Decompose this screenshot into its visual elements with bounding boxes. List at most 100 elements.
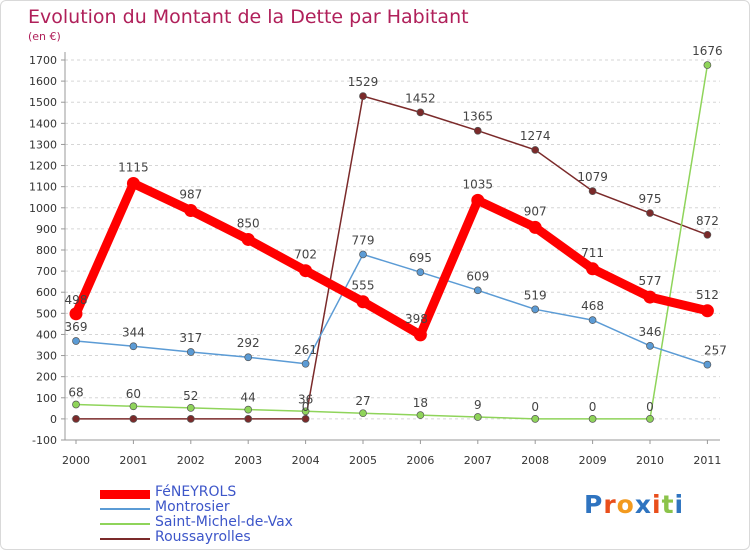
data-point [126,177,140,190]
data-point [129,402,138,411]
data-label: 1529 [348,75,379,89]
data-label: 512 [696,288,719,302]
data-label: 695 [409,251,432,265]
data-point [416,268,425,277]
data-label: 1365 [463,110,494,124]
data-label: 555 [352,279,375,293]
data-point [703,230,712,239]
x-tick-label: 2002 [177,454,205,467]
data-point [646,209,654,217]
data-point [416,108,425,117]
x-tick-label: 2007 [464,454,492,467]
series-line-saint-michel-de-vax [75,64,709,420]
data-point [473,413,482,421]
data-label: 257 [704,344,727,358]
data-point [356,295,370,309]
data-point [241,232,255,246]
data-point [473,286,482,295]
data-point [301,407,310,416]
data-label: 0 [302,400,310,414]
data-point [646,415,654,423]
data-label: 9 [474,398,482,412]
data-point [471,193,485,207]
data-point [359,409,367,418]
chart-subtitle: (en €) [28,30,61,43]
x-tick-label: 2000 [62,454,90,467]
data-point [703,61,712,69]
data-point [588,316,597,324]
y-tick-label: 300 [36,350,57,363]
data-label: 1274 [520,129,551,143]
data-label: 398 [405,312,428,326]
legend-swatch [100,523,150,525]
data-point [700,304,714,318]
data-label: 711 [581,246,604,260]
data-label: 60 [126,387,141,401]
data-point [244,405,253,414]
data-label: 0 [589,400,597,414]
legend-label: Montrosier [155,499,230,515]
legend-label: Saint-Michel-de-Vax [155,514,293,530]
y-tick-label: 700 [36,265,57,278]
data-label: 68 [68,386,83,400]
y-tick-label: 1700 [29,54,57,67]
y-tick-label: -100 [32,434,57,447]
y-tick-label: 200 [36,371,57,384]
data-label: 1452 [405,91,436,105]
data-label: 498 [65,293,88,307]
y-tick-label: 900 [36,223,57,236]
data-label: 1035 [463,177,494,191]
data-label: 18 [413,396,428,410]
y-tick-label: 1200 [29,160,57,173]
data-point [186,348,195,356]
data-label: 0 [646,400,654,414]
x-tick-label: 2006 [406,454,434,467]
data-label: 27 [355,394,370,408]
y-tick-label: 1100 [29,181,57,194]
data-point [528,220,542,234]
y-tick-label: 1400 [29,117,57,130]
data-point [359,250,367,259]
data-label: 519 [524,288,547,302]
y-tick-label: 400 [36,328,57,341]
x-tick-label: 2004 [292,454,320,467]
legend-label: Roussayrolles [155,529,251,545]
data-point [646,341,654,350]
y-tick-label: 500 [36,307,57,320]
series-line-f-neyrols [71,179,712,340]
data-point [186,415,195,423]
data-label: 468 [581,299,604,313]
data-label: 344 [122,325,145,339]
data-point [703,360,712,369]
data-point [588,187,597,195]
data-point [69,307,83,321]
data-label: 1676 [692,44,723,58]
y-tick-label: 800 [36,244,57,257]
data-point [244,353,253,362]
series-line-montrosier [75,253,709,366]
data-point [244,415,253,423]
data-point [301,359,310,368]
data-label: 987 [179,188,202,202]
data-label: 44 [241,391,256,405]
series-line-roussayrolles-b [304,95,708,420]
y-tick-label: 1600 [29,75,57,88]
data-label: 1079 [577,170,608,184]
data-point [129,342,138,351]
x-tick-label: 2005 [349,454,377,467]
data-label: 577 [639,274,662,288]
x-tick-label: 2011 [693,454,721,467]
y-tick-label: 1000 [29,202,57,215]
data-point [186,404,195,412]
data-label: 292 [237,336,260,350]
data-point [416,411,425,419]
data-point [588,415,597,423]
data-label: 850 [237,216,260,230]
data-point [72,337,80,345]
data-label: 609 [466,269,489,283]
x-tick-label: 2003 [234,454,262,467]
data-label: 1115 [118,161,149,175]
x-tick-label: 2001 [119,454,147,467]
data-label: 317 [179,331,202,345]
legend-swatch [100,508,150,510]
